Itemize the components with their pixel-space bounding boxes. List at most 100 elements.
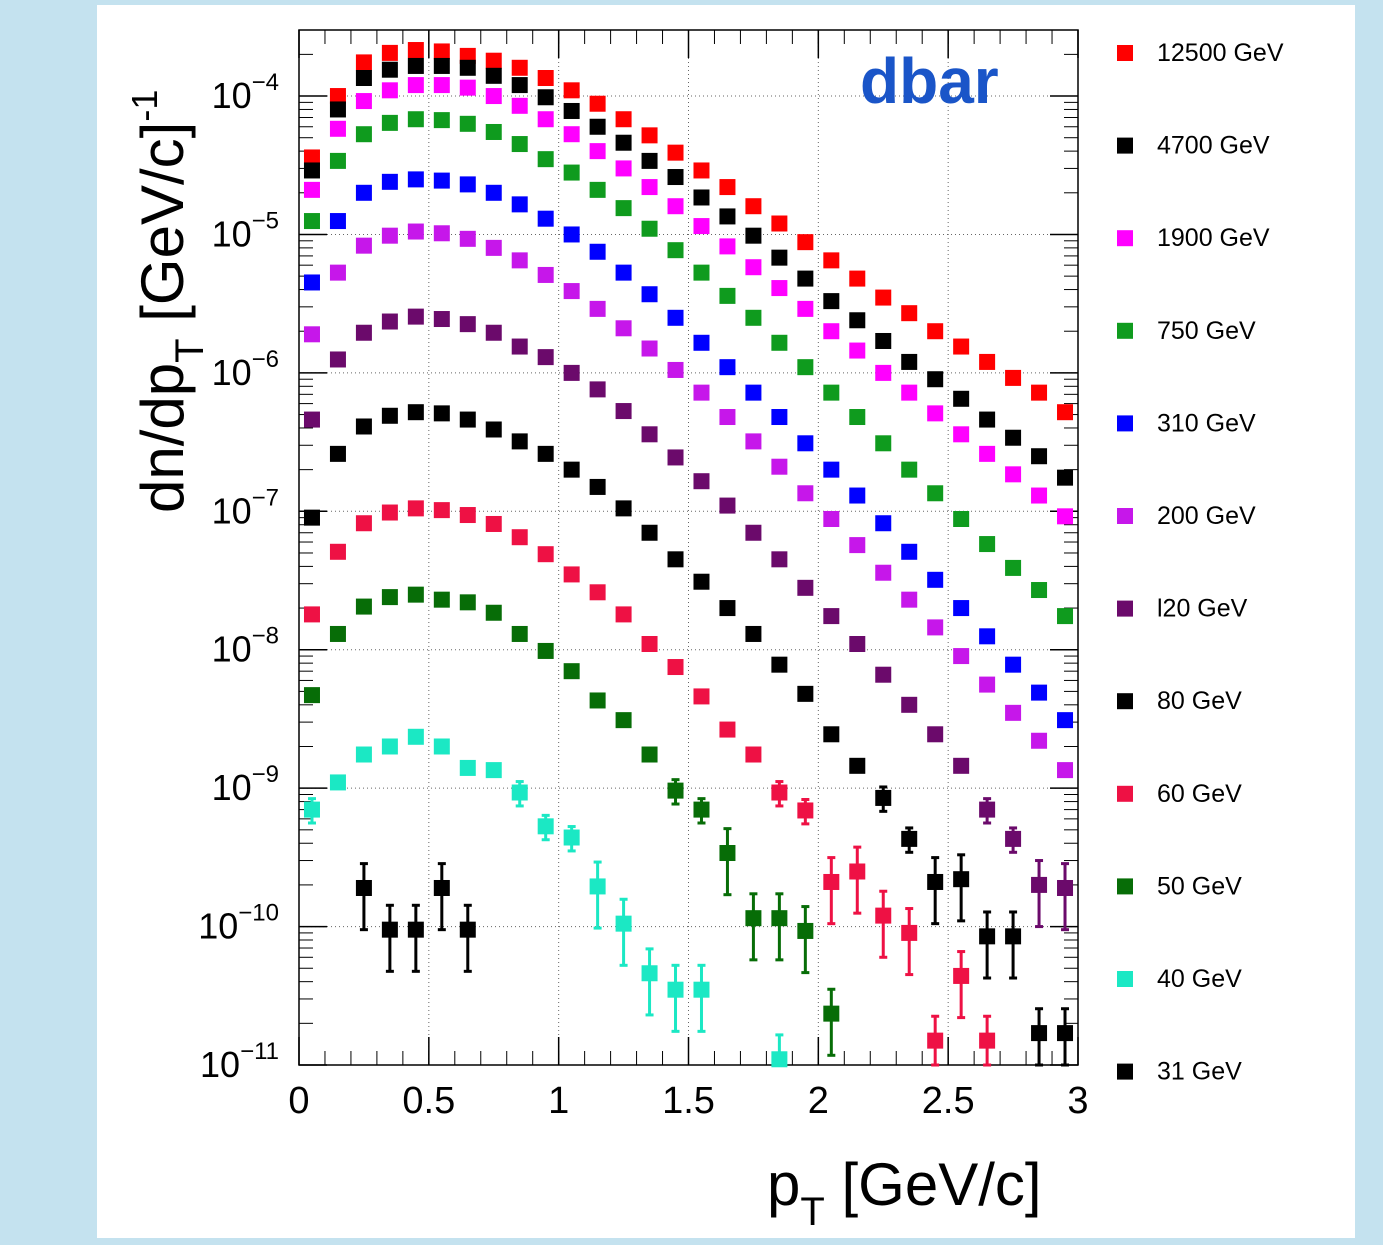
data-point	[823, 293, 840, 310]
data-point	[875, 564, 892, 581]
y-tick-label-exp: −5	[252, 207, 279, 234]
data-point	[355, 54, 372, 71]
data-point	[719, 359, 736, 376]
y-tick-label: 10−10	[198, 900, 279, 947]
data-point	[979, 353, 996, 370]
y-axis-label-sup: -1	[124, 90, 165, 122]
data-point	[875, 666, 892, 683]
data-point	[485, 123, 502, 140]
y-tick-label: 10−9	[212, 761, 279, 808]
data-point	[953, 648, 970, 665]
data-point	[381, 114, 398, 131]
data-point	[329, 120, 346, 137]
data-point	[381, 738, 398, 755]
series-group	[303, 223, 1074, 779]
grid-lines	[299, 30, 1078, 1065]
data-point	[1057, 762, 1074, 779]
data-point	[615, 606, 632, 623]
data-point	[407, 171, 424, 188]
data-point	[745, 625, 762, 642]
data-point	[849, 270, 866, 287]
data-point	[745, 910, 762, 927]
data-point	[641, 965, 658, 982]
y-tick-label-base: 10	[212, 629, 252, 670]
y-tick-label: 10−7	[212, 484, 279, 531]
data-point	[1005, 928, 1022, 945]
data-point	[745, 259, 762, 276]
data-point	[537, 111, 554, 128]
data-point	[433, 879, 450, 896]
data-point	[693, 189, 710, 206]
y-tick-label-exp: −6	[252, 346, 279, 373]
y-tick-label-exp: −11	[240, 1038, 279, 1065]
data-point	[875, 515, 892, 532]
data-point	[641, 340, 658, 357]
data-point	[485, 67, 502, 84]
data-point	[797, 234, 814, 251]
y-tick-label-base: 10	[212, 767, 252, 808]
data-point	[563, 126, 580, 143]
data-point	[433, 57, 450, 74]
data-point	[511, 338, 528, 355]
data-point	[329, 152, 346, 169]
data-point	[719, 287, 736, 304]
data-point	[979, 928, 996, 945]
data-point	[719, 238, 736, 255]
data-point	[355, 126, 372, 143]
data-point	[589, 300, 606, 317]
y-tick-label-base: 10	[212, 213, 252, 254]
data-point	[433, 77, 450, 94]
data-point	[563, 566, 580, 583]
series-group	[303, 57, 1074, 486]
data-point	[589, 95, 606, 112]
data-point	[355, 515, 372, 532]
data-point	[979, 628, 996, 645]
data-point	[563, 663, 580, 680]
data-point	[875, 332, 892, 349]
data-point	[485, 421, 502, 438]
data-point	[693, 218, 710, 235]
data-point	[979, 536, 996, 553]
data-point	[745, 384, 762, 401]
data-point	[823, 608, 840, 625]
data-point	[1031, 487, 1048, 504]
data-point	[797, 922, 814, 939]
y-tick-label-base: 10	[212, 352, 252, 393]
x-tick-label: 1.5	[662, 1080, 715, 1122]
y-axis-label-main: dn/dp	[129, 363, 196, 513]
data-point	[615, 403, 632, 420]
data-point	[407, 77, 424, 94]
y-tick-label-base: 10	[198, 906, 238, 947]
data-point	[355, 70, 372, 87]
data-point	[485, 762, 502, 779]
data-point	[849, 409, 866, 426]
data-point	[459, 759, 476, 776]
data-point	[381, 82, 398, 99]
data-point	[615, 712, 632, 729]
data-point	[667, 361, 684, 378]
data-point	[355, 237, 372, 254]
data-point	[953, 600, 970, 617]
data-point	[1005, 466, 1022, 483]
data-point	[771, 249, 788, 266]
legend-label: 80 GeV	[1157, 687, 1242, 715]
data-point	[641, 152, 658, 169]
data-point	[433, 112, 450, 129]
data-point	[355, 418, 372, 435]
data-point	[407, 111, 424, 128]
data-point	[901, 353, 918, 370]
data-point	[537, 89, 554, 106]
data-point	[901, 830, 918, 847]
data-point	[381, 227, 398, 244]
y-tick-label-exp: −4	[252, 69, 279, 96]
y-tick-label-exp: −10	[238, 900, 279, 927]
data-point	[329, 543, 346, 560]
legend: 12500 GeV 4700 GeV 1900 GeV 750 GeV 310 GeV 2…	[1117, 39, 1284, 1086]
data-point	[901, 461, 918, 478]
data-point	[303, 606, 320, 623]
data-point	[563, 82, 580, 99]
data-point	[823, 1005, 840, 1022]
data-point	[537, 349, 554, 366]
data-point	[589, 243, 606, 260]
data-point	[953, 967, 970, 984]
